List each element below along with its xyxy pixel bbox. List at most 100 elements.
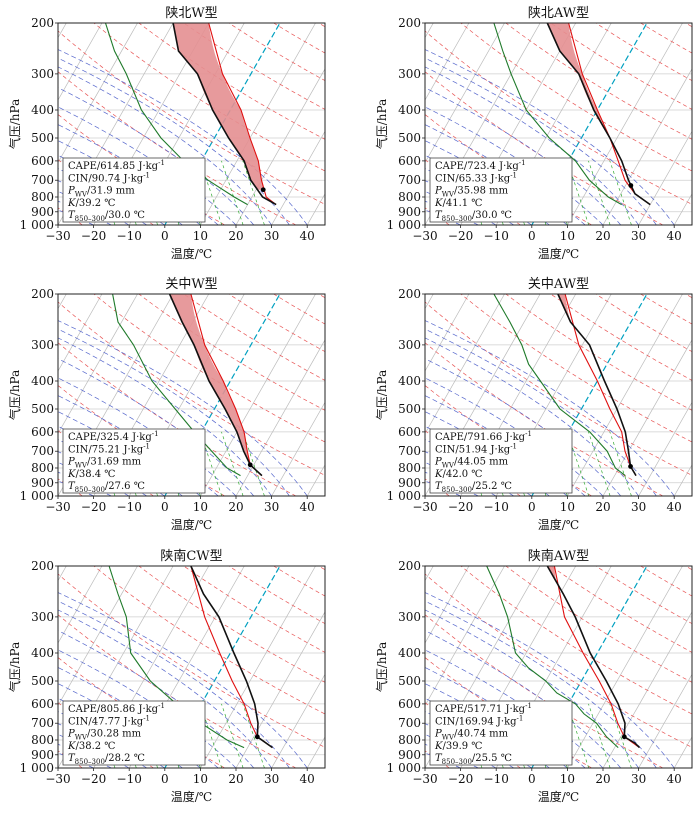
y-tick-label: 700: [31, 444, 54, 458]
y-tick-label: 500: [31, 674, 54, 688]
isotherm-line: [674, 566, 700, 768]
isotherm-line: [603, 566, 700, 768]
x-tick-label: 20: [228, 500, 243, 514]
y-tick-label: 600: [31, 154, 54, 168]
panel-title: 陕北W型: [165, 6, 217, 21]
x-tick-label: −10: [484, 500, 509, 514]
x-tick-label: −10: [484, 229, 509, 243]
x-tick-label: 0: [528, 229, 536, 243]
x-tick-label: 10: [193, 500, 208, 514]
cape-value: CAPE/325.4 J·kg-1: [68, 430, 159, 443]
x-tick-label: 40: [300, 229, 315, 243]
y-tick-label: 400: [398, 374, 421, 388]
x-tick-label: −30: [412, 772, 437, 786]
isotherm-line: [603, 23, 700, 225]
x-tick-label: −30: [412, 500, 437, 514]
y-tick-label: 600: [398, 425, 421, 439]
x-tick-label: 30: [264, 500, 279, 514]
x-tick-label: 30: [631, 229, 646, 243]
mixing-ratio-line: [589, 432, 611, 496]
y-axis-title: 气压/hPa: [7, 99, 22, 149]
k-index-value: K/42.0 ℃: [434, 469, 482, 480]
x-tick-label: −20: [81, 500, 106, 514]
isotherm-line: [674, 294, 700, 496]
y-tick-label: 500: [31, 131, 54, 145]
x-tick-label: 0: [161, 772, 169, 786]
y-tick-label: 400: [398, 103, 421, 117]
cin-value: CIN/169.94 J·kg-1: [435, 714, 523, 727]
dry-adiabat-line: [596, 566, 700, 768]
mixing-ratio-line: [222, 704, 244, 768]
y-tick-label: 300: [398, 338, 421, 352]
isotherm-line: [200, 23, 315, 225]
y-tick-label: 700: [31, 716, 54, 730]
x-tick-label: 40: [667, 772, 682, 786]
parcel-path-line: [569, 23, 651, 205]
y-tick-label: 300: [398, 610, 421, 624]
x-tick-label: −20: [448, 229, 473, 243]
x-tick-label: −30: [412, 229, 437, 243]
dry-adiabat-line: [686, 294, 700, 496]
y-tick-label: 900: [398, 748, 421, 762]
y-tick-label: 200: [31, 559, 54, 573]
dry-adiabat-line: [686, 23, 700, 225]
isotherm-line: [603, 294, 700, 496]
y-tick-label: 700: [398, 173, 421, 187]
isotherm-line: [236, 566, 351, 768]
x-axis-title: 温度/℃: [538, 517, 579, 532]
y-tick-label: 900: [31, 205, 54, 219]
panel-title: 关中W型: [165, 277, 217, 292]
x-tick-label: 40: [300, 500, 315, 514]
y-tick-label: 800: [31, 733, 54, 747]
y-tick-label: 800: [398, 190, 421, 204]
x-tick-label: 40: [667, 229, 682, 243]
isotherm-line: [639, 566, 700, 768]
y-tick-label: 400: [31, 103, 54, 117]
x-tick-label: 30: [264, 229, 279, 243]
lfc-marker: [628, 183, 633, 188]
x-tick-label: −20: [81, 229, 106, 243]
y-tick-label: 800: [31, 461, 54, 475]
y-tick-label: 600: [398, 697, 421, 711]
y-tick-label: 600: [398, 154, 421, 168]
cape-value: CAPE/805.86 J·kg-1: [68, 702, 165, 715]
mixing-ratio-line: [222, 161, 244, 225]
y-tick-label: 500: [398, 131, 421, 145]
y-tick-label: 300: [31, 610, 54, 624]
isotherm-line: [247, 23, 362, 225]
y-tick-label: 900: [398, 476, 421, 490]
y-tick-label: 900: [31, 476, 54, 490]
x-tick-label: −30: [45, 229, 70, 243]
x-tick-label: 10: [193, 229, 208, 243]
mixing-ratio-line: [589, 161, 611, 225]
k-index-value: K/41.1 ℃: [434, 198, 482, 209]
lfc-marker: [261, 187, 266, 192]
cape-value: CAPE/614.85 J·kg-1: [68, 159, 165, 172]
y-tick-label: 500: [31, 402, 54, 416]
x-axis-title: 温度/℃: [538, 246, 579, 261]
cape-value: CAPE/791.66 J·kg-1: [435, 430, 532, 443]
lfc-marker: [248, 462, 253, 467]
y-tick-label: 300: [31, 338, 54, 352]
isotherm-line: [567, 23, 682, 225]
x-tick-label: 20: [228, 229, 243, 243]
panel-title: 陕北AW型: [528, 6, 589, 21]
y-tick-label: 500: [398, 402, 421, 416]
y-tick-label: 200: [398, 559, 421, 573]
isotherm-line: [236, 294, 351, 496]
cin-value: CIN/75.21 J·kg-1: [68, 442, 150, 455]
x-tick-label: 30: [631, 500, 646, 514]
y-tick-label: 200: [31, 287, 54, 301]
x-tick-label: 10: [560, 229, 575, 243]
y-tick-label: 400: [31, 374, 54, 388]
panel-title: 陕南AW型: [528, 548, 589, 564]
y-tick-label: 700: [398, 444, 421, 458]
y-tick-label: 400: [31, 646, 54, 660]
isotherm-line: [567, 294, 682, 496]
y-tick-label: 900: [31, 748, 54, 762]
y-axis-title: 气压/hPa: [374, 642, 389, 692]
isotherm-line: [272, 294, 387, 496]
x-tick-label: −10: [484, 772, 509, 786]
